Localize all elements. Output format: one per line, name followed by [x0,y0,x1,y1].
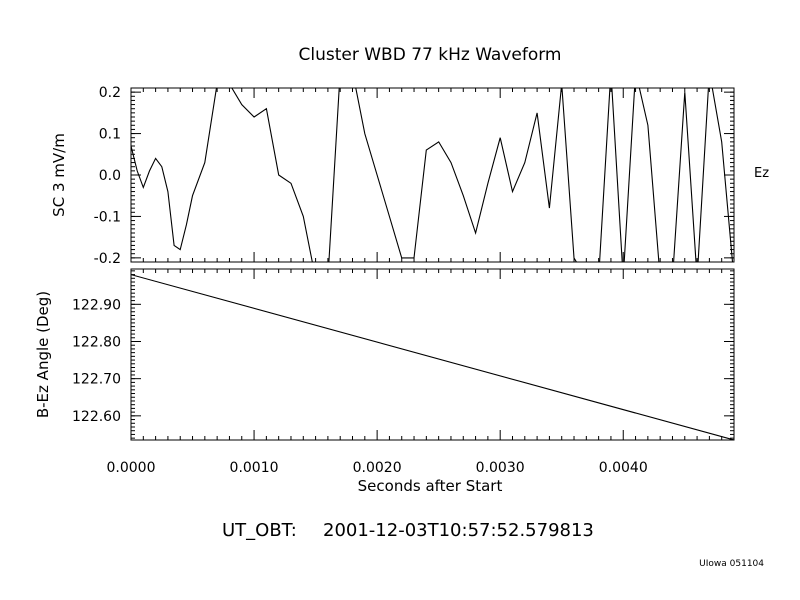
angle-ytick-label: 122.70 [72,372,121,388]
angle-ytick-label: 122.80 [72,334,121,350]
ut-timestamp: 2001-12-03T10:57:52.579813 [323,520,594,541]
x-tick-label: 0.0020 [353,460,402,476]
waveform-ytick-label: 0.2 [99,85,121,101]
x-tick-label: 0.0010 [230,460,279,476]
waveform-y-axis-label: SC 3 mV/m [50,133,68,217]
x-tick-label: 0.0040 [599,460,648,476]
ut-label: UT_OBT: [222,520,297,541]
x-axis-label: Seconds after Start [358,477,503,495]
waveform-panel: -0.2 -0.1 0.0 0.1 0.2 SC 3 mV/m Ez [50,85,769,267]
waveform-ytick-label: 0.0 [99,168,121,184]
waveform-series-line [131,88,734,262]
x-tick-label: 0.0000 [107,460,156,476]
angle-ytick-label: 122.90 [72,297,121,313]
waveform-ytick-label: -0.1 [94,209,121,225]
credit-text: UIowa 051104 [699,559,764,569]
waveform-plot-frame [130,87,735,263]
angle-series-line [131,274,734,440]
angle-plot-frame [130,268,735,441]
angle-panel: 122.60 122.70 122.80 122.90 0.0000 0.0010 0.00… [34,268,735,476]
chart-title: Cluster WBD 77 kHz Waveform [299,45,562,65]
x-tick-label: 0.0030 [476,460,525,476]
waveform-ytick-label: -0.2 [94,251,121,267]
waveform-ytick-label: 0.1 [99,127,121,143]
angle-ytick-label: 122.60 [72,409,121,425]
series-label-ez: Ez [754,166,769,181]
angle-y-axis-label: B-Ez Angle (Deg) [34,291,52,418]
